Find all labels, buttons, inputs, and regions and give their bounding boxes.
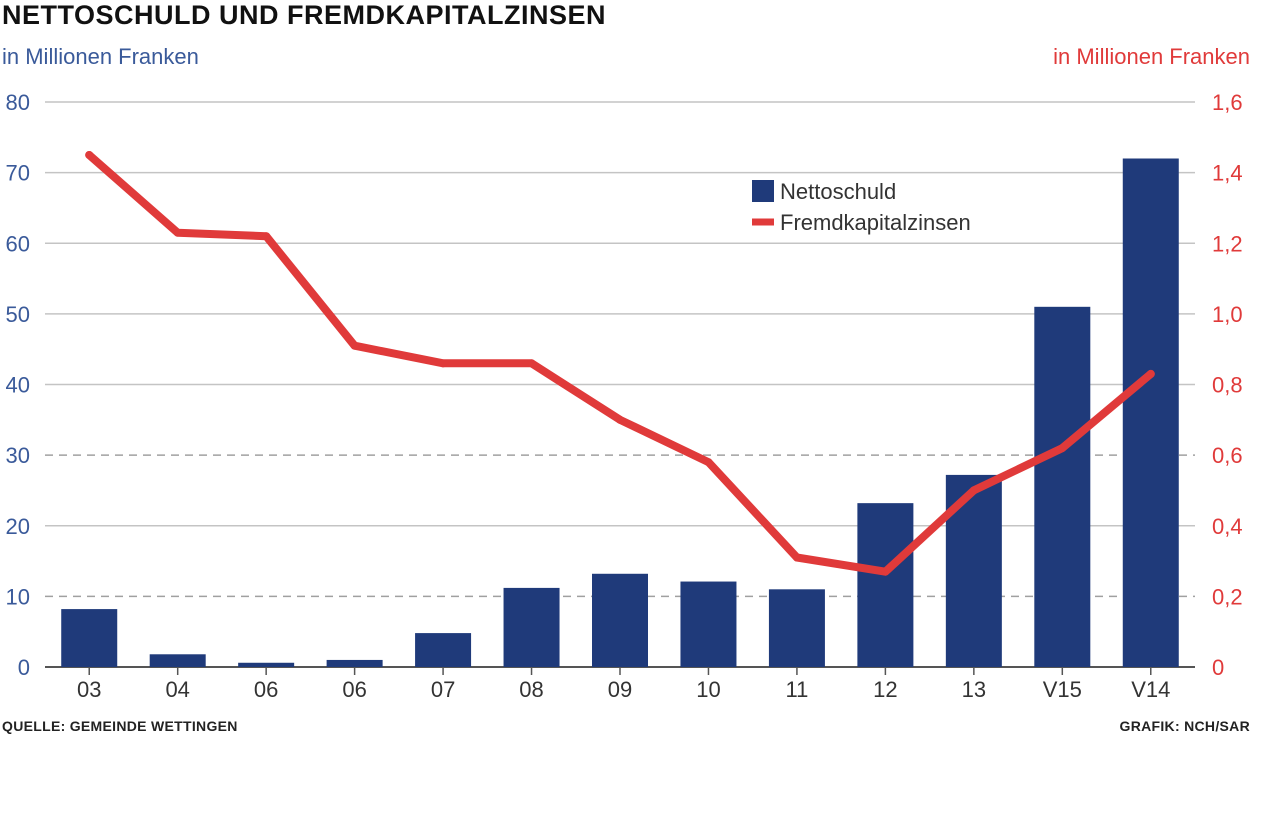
source-note: QUELLE: GEMEINDE WETTINGEN: [2, 718, 238, 734]
x-axis: 03 04 06 06 07 08 09 10 11 12 13 V15 V14: [77, 667, 1170, 702]
point-fremdkapitalzinsen: [969, 486, 978, 495]
point-fremdkapitalzinsen: [173, 228, 182, 237]
x-tick-label: 07: [431, 677, 455, 702]
left-tick-label: 50: [6, 302, 30, 327]
legend-label-fremdkapitalzinsen: Fremdkapitalzinsen: [780, 210, 971, 235]
x-tick-label: 11: [786, 677, 809, 702]
point-fremdkapitalzinsen: [85, 150, 94, 159]
left-axis: 0 10 20 30 40 50 60 70 80: [6, 90, 30, 680]
legend-swatch-nettoschuld: [752, 180, 774, 202]
x-tick-label: 04: [165, 677, 189, 702]
left-tick-label: 10: [6, 584, 30, 609]
x-tick-label: V15: [1043, 677, 1082, 702]
right-tick-label: 1,2: [1212, 231, 1243, 256]
right-tick-label: 1,4: [1212, 161, 1243, 186]
left-axis-unit: in Millionen Franken: [2, 44, 199, 69]
right-axis-unit: in Millionen Franken: [1053, 44, 1250, 69]
point-fremdkapitalzinsen: [527, 359, 536, 368]
left-tick-label: 70: [6, 161, 30, 186]
point-fremdkapitalzinsen: [350, 341, 359, 350]
x-tick-label: V14: [1131, 677, 1170, 702]
left-tick-label: 40: [6, 373, 30, 398]
x-tick-label: 10: [696, 677, 720, 702]
bar-nettoschuld: [503, 587, 560, 667]
x-tick-label: 13: [962, 677, 986, 702]
left-tick-label: 30: [6, 443, 30, 468]
chart-title: NETTOSCHULD UND FREMDKAPITALZINSEN: [2, 0, 606, 30]
bar-nettoschuld: [238, 662, 295, 667]
x-tick-label: 08: [519, 677, 543, 702]
right-tick-label: 1,6: [1212, 90, 1243, 115]
bar-nettoschuld: [768, 589, 825, 667]
graphic-credit: GRAFIK: NCH/SAR: [1119, 718, 1250, 734]
right-tick-label: 0,8: [1212, 373, 1243, 398]
grid-layer: [45, 101, 1195, 668]
x-tick-label: 03: [77, 677, 101, 702]
right-axis: 0 0,2 0,4 0,6 0,8 1,0 1,2 1,4 1,6: [1212, 90, 1243, 680]
legend-label-nettoschuld: Nettoschuld: [780, 179, 896, 204]
right-tick-label: 0: [1212, 655, 1224, 680]
right-tick-label: 0,4: [1212, 514, 1243, 539]
right-tick-label: 0,2: [1212, 584, 1243, 609]
point-fremdkapitalzinsen: [262, 232, 271, 241]
left-tick-label: 60: [6, 231, 30, 256]
point-fremdkapitalzinsen: [1058, 444, 1067, 453]
bar-nettoschuld: [680, 581, 737, 667]
bar-nettoschuld: [326, 659, 383, 667]
bar-nettoschuld: [857, 503, 914, 667]
x-tick-label: 12: [873, 677, 897, 702]
point-fremdkapitalzinsen: [704, 458, 713, 467]
x-tick-label: 06: [342, 677, 366, 702]
left-tick-label: 20: [6, 514, 30, 539]
right-tick-label: 0,6: [1212, 443, 1243, 468]
point-fremdkapitalzinsen: [792, 553, 801, 562]
point-fremdkapitalzinsen: [881, 567, 890, 576]
legend: Nettoschuld Fremdkapitalzinsen: [752, 179, 971, 235]
x-tick-label: 06: [254, 677, 278, 702]
bar-nettoschuld: [149, 654, 206, 667]
bar-nettoschuld: [61, 609, 118, 667]
x-tick-label: 09: [608, 677, 632, 702]
bar-nettoschuld: [415, 633, 472, 667]
point-fremdkapitalzinsen: [616, 415, 624, 424]
bar-nettoschuld: [592, 573, 648, 667]
right-tick-label: 1,0: [1212, 302, 1243, 327]
bar-nettoschuld: [1034, 306, 1091, 667]
left-tick-label: 80: [6, 90, 30, 115]
point-fremdkapitalzinsen: [439, 359, 448, 368]
bar-nettoschuld: [1122, 158, 1179, 667]
line-layer: [85, 150, 1155, 576]
point-fremdkapitalzinsen: [1146, 369, 1155, 378]
left-tick-label: 0: [18, 655, 30, 680]
